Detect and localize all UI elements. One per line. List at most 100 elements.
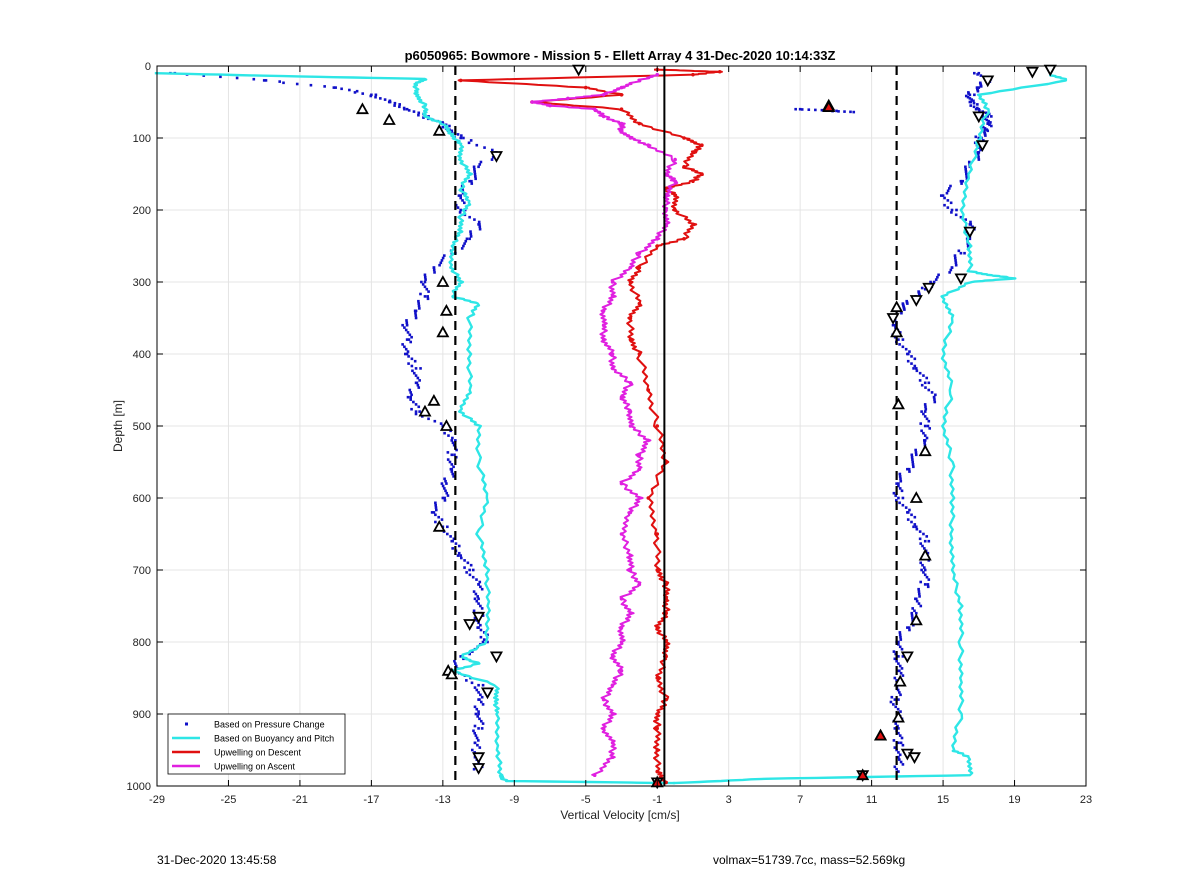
pressure-point — [475, 578, 478, 581]
pressure-point — [923, 381, 927, 385]
pressure-point — [475, 707, 479, 711]
pressure-point — [407, 109, 411, 112]
pressure-point — [959, 251, 963, 255]
pressure-point — [417, 386, 421, 389]
pressure-point — [970, 98, 973, 101]
pressure-point — [901, 345, 905, 349]
pressure-point — [969, 104, 973, 107]
pressure-point — [443, 431, 446, 435]
pressure-point — [460, 134, 463, 137]
up-triangle-marker — [432, 519, 446, 532]
pressure-point — [913, 609, 916, 613]
ascent-marker — [637, 582, 642, 587]
pressure-point — [923, 547, 926, 550]
pressure-point — [899, 710, 902, 713]
pressure-point — [917, 592, 921, 596]
pressure-point — [417, 299, 420, 303]
pressure-point — [432, 268, 436, 272]
pressure-point — [918, 595, 921, 598]
pressure-point — [936, 275, 939, 279]
y-tick-label: 400 — [133, 349, 151, 361]
pressure-point — [443, 499, 447, 502]
descent-marker — [717, 69, 722, 74]
up-triangle-marker — [436, 275, 450, 287]
ascent-marker — [610, 294, 615, 299]
pressure-point — [910, 355, 913, 358]
pressure-point — [481, 722, 485, 725]
ascent-marker — [610, 683, 615, 687]
pressure-point — [954, 261, 958, 265]
pressure-point — [434, 520, 437, 524]
pressure-point — [410, 407, 413, 411]
pressure-point — [900, 489, 904, 493]
descent-marker — [637, 265, 642, 270]
axis-ticks: -29 -25 -21 -17 -13 -9 -5 -1 3 7 11 15 19 23010020030… — [127, 61, 1093, 806]
pressure-point — [984, 111, 988, 115]
pressure-point — [455, 448, 458, 452]
pressure-point — [334, 86, 337, 89]
pressure-point — [912, 367, 915, 370]
pressure-point — [893, 323, 897, 327]
up-triangle-marker — [355, 102, 369, 115]
ascent-marker — [592, 773, 597, 777]
pressure-point — [985, 118, 989, 122]
pressure-point — [910, 611, 914, 615]
pressure-point — [478, 225, 482, 229]
legend-swatch-point — [185, 722, 188, 726]
pressure-point — [972, 101, 976, 105]
pressure-point — [440, 482, 444, 485]
ascent-marker — [646, 438, 651, 443]
pressure-point — [405, 323, 409, 327]
x-tick-label: -21 — [292, 794, 308, 806]
pressure-point — [323, 85, 326, 88]
pressure-point — [990, 124, 993, 128]
pressure-point — [374, 93, 378, 97]
down-triangle-marker — [480, 687, 495, 700]
pressure-point — [893, 698, 897, 701]
ascent-marker — [628, 265, 633, 270]
descent-marker — [646, 388, 651, 392]
descent-marker — [655, 769, 660, 774]
pressure-point — [348, 88, 351, 92]
pressure-point — [478, 746, 482, 749]
pressure-point — [820, 108, 824, 112]
up-triangle-marker — [890, 325, 904, 338]
x-tick-label: 11 — [866, 794, 877, 806]
pressure-point — [966, 95, 970, 99]
pressure-point — [986, 122, 990, 125]
ascent-marker — [619, 597, 624, 601]
pressure-point — [459, 655, 463, 658]
pressure-point — [407, 338, 411, 341]
footer-info: volmax=51739.7cc, mass=52.569kg — [713, 853, 906, 867]
pressure-point — [906, 518, 910, 521]
pressure-point — [964, 170, 968, 173]
x-tick-label: 23 — [1080, 794, 1092, 806]
pressure-point — [459, 208, 463, 212]
pressure-point — [898, 758, 901, 761]
up-triangle-marker — [909, 613, 923, 626]
pressure-point — [923, 439, 927, 442]
pressure-point — [910, 520, 913, 524]
pressure-point — [926, 585, 930, 589]
pressure-point — [423, 295, 427, 298]
pressure-point — [443, 477, 446, 481]
pressure-point — [910, 362, 913, 365]
pressure-point — [918, 530, 922, 533]
pressure-point — [469, 235, 473, 238]
up-triangle-marker — [891, 397, 905, 410]
pressure-point — [446, 451, 450, 454]
pressure-point — [470, 681, 474, 685]
up-triangle-marker — [822, 100, 836, 112]
pressure-point — [410, 364, 414, 368]
pressure-point — [918, 379, 922, 382]
x-tick-label: -17 — [363, 794, 379, 806]
pressure-point — [353, 91, 357, 94]
pressure-point — [968, 100, 972, 104]
descent-marker — [691, 150, 695, 155]
descent-marker — [655, 726, 660, 731]
ascent-marker — [610, 352, 615, 356]
ascent-marker — [619, 625, 624, 630]
series-layer — [154, 64, 1068, 790]
pressure-point — [434, 503, 437, 507]
descent-marker — [673, 193, 677, 198]
